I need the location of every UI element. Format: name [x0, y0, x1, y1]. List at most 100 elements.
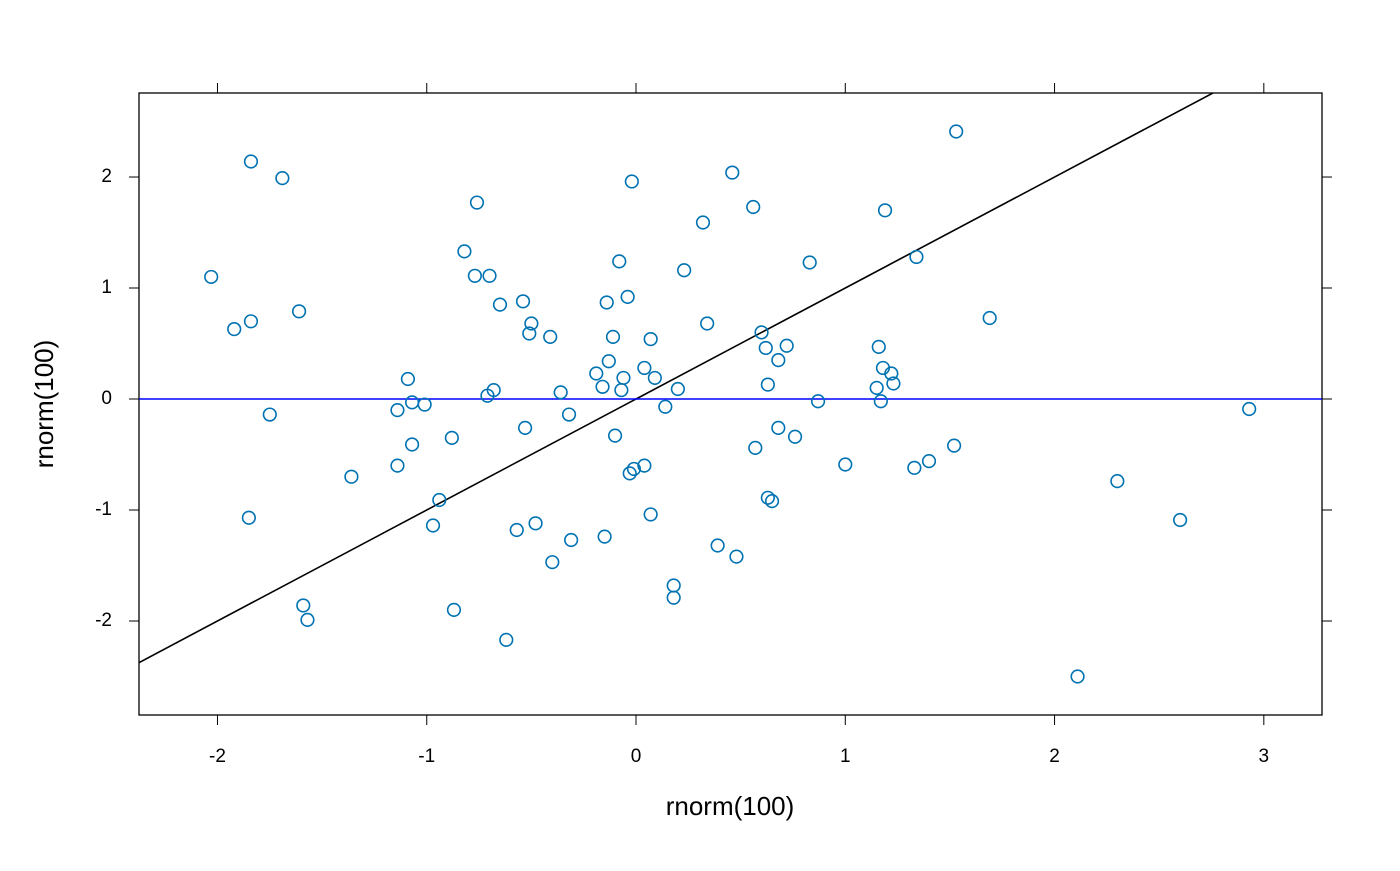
point — [838, 457, 853, 472]
point — [612, 254, 627, 269]
x-tick-label: -1 — [418, 746, 435, 767]
point — [748, 440, 763, 455]
point — [241, 510, 256, 525]
y-tick-label: 0 — [101, 388, 112, 409]
point — [729, 549, 744, 564]
point — [771, 353, 786, 368]
point — [670, 381, 685, 397]
point — [518, 420, 533, 435]
point — [725, 165, 740, 180]
point — [509, 522, 524, 538]
point — [553, 385, 568, 400]
x-tick-label: 0 — [631, 746, 642, 767]
point — [404, 395, 420, 410]
point — [877, 203, 893, 218]
point — [921, 454, 937, 469]
point — [482, 268, 497, 283]
point — [637, 360, 652, 376]
point — [227, 321, 242, 337]
point — [486, 383, 501, 398]
point — [620, 289, 635, 304]
point — [626, 461, 642, 477]
point — [400, 371, 416, 387]
point — [417, 397, 432, 412]
point — [700, 316, 715, 331]
point — [204, 269, 219, 285]
point — [425, 518, 441, 533]
point — [1173, 512, 1188, 528]
point — [599, 295, 614, 310]
point — [614, 383, 629, 398]
point — [643, 507, 658, 522]
point — [545, 555, 560, 570]
point — [637, 458, 652, 473]
point — [710, 538, 725, 553]
point — [469, 195, 485, 210]
point — [779, 338, 794, 353]
point — [522, 326, 537, 341]
point — [871, 339, 886, 354]
y-tick-label: -2 — [95, 610, 112, 631]
point — [909, 249, 924, 265]
point — [1110, 474, 1125, 489]
x-tick-label: 2 — [1049, 746, 1060, 767]
point — [907, 460, 922, 475]
point — [595, 379, 610, 394]
y-tick-label: 2 — [101, 166, 112, 187]
point — [262, 407, 277, 422]
point — [243, 154, 259, 169]
point — [616, 370, 631, 386]
point — [1070, 669, 1085, 684]
point — [561, 407, 577, 422]
point — [243, 314, 259, 329]
point — [601, 354, 616, 369]
point — [760, 490, 775, 505]
plot-area — [139, 93, 1322, 684]
point — [291, 304, 307, 319]
point — [771, 420, 786, 435]
reference-line — [139, 93, 1215, 664]
point — [746, 199, 761, 215]
point — [622, 466, 637, 481]
point — [764, 494, 780, 509]
point — [947, 438, 962, 453]
point — [949, 124, 964, 139]
point — [758, 340, 773, 356]
point — [499, 632, 514, 647]
point — [275, 171, 290, 186]
point — [643, 331, 658, 347]
point — [787, 429, 803, 444]
point — [492, 297, 508, 312]
point — [869, 380, 884, 396]
point — [886, 376, 901, 391]
point — [666, 590, 681, 605]
x-axis-label: rnorm(100) — [666, 791, 795, 821]
point — [695, 215, 711, 230]
point — [873, 394, 888, 409]
point — [802, 255, 817, 270]
point — [444, 430, 459, 445]
point — [543, 329, 558, 344]
y-tick-label: 1 — [101, 277, 112, 298]
point — [457, 244, 472, 259]
point — [677, 263, 692, 278]
point — [666, 578, 681, 593]
x-tick-label: 1 — [840, 746, 851, 767]
point — [344, 469, 359, 484]
y-tick-label: -1 — [95, 499, 112, 520]
y-axis-label: rnorm(100) — [29, 340, 59, 469]
point — [404, 437, 420, 452]
point — [754, 325, 769, 340]
point — [467, 268, 482, 283]
point — [605, 329, 621, 344]
point — [760, 377, 775, 392]
point — [624, 174, 639, 189]
plot-frame — [138, 92, 1323, 716]
point — [296, 598, 311, 613]
point — [528, 516, 543, 531]
x-tick-label: -2 — [209, 746, 226, 767]
point — [300, 612, 315, 627]
point — [1242, 401, 1257, 417]
